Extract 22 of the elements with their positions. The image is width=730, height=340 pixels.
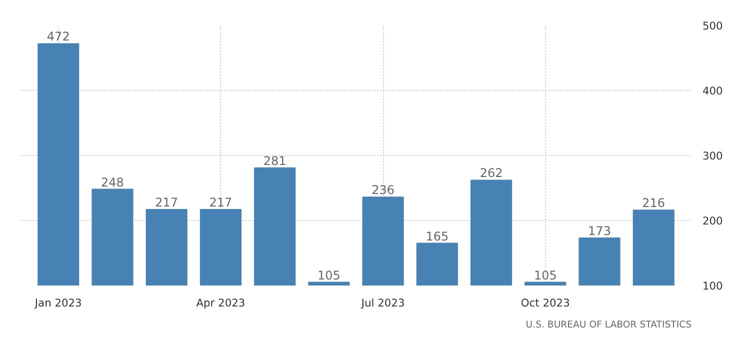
- data-label: 173: [588, 224, 611, 238]
- data-label: 281: [263, 154, 286, 168]
- data-label: 105: [534, 268, 557, 282]
- x-tick-label: Oct 2023: [520, 296, 570, 310]
- data-label: 216: [642, 196, 666, 210]
- x-tick-label: Jul 2023: [360, 296, 405, 310]
- data-label: 262: [480, 166, 503, 180]
- data-label: 236: [372, 183, 395, 198]
- y-tick-label: 500: [702, 20, 724, 32]
- data-label: 248: [101, 175, 124, 190]
- data-label: 165: [426, 229, 449, 244]
- data-label: 217: [209, 195, 232, 210]
- y-tick-label: 100: [702, 280, 724, 292]
- data-label: 472: [46, 30, 70, 44]
- data-label: 105: [317, 268, 340, 282]
- data-label: 217: [155, 195, 178, 210]
- x-tick-label: Apr 2023: [196, 296, 246, 310]
- y-tick-label: 300: [702, 150, 724, 162]
- y-tick-label: 200: [702, 214, 724, 228]
- y-tick-label: 400: [702, 84, 724, 98]
- x-tick-label: Jan 2023: [34, 296, 82, 310]
- text: U.S. BUREAU OF LABOR STATISTICS: [526, 320, 692, 330]
